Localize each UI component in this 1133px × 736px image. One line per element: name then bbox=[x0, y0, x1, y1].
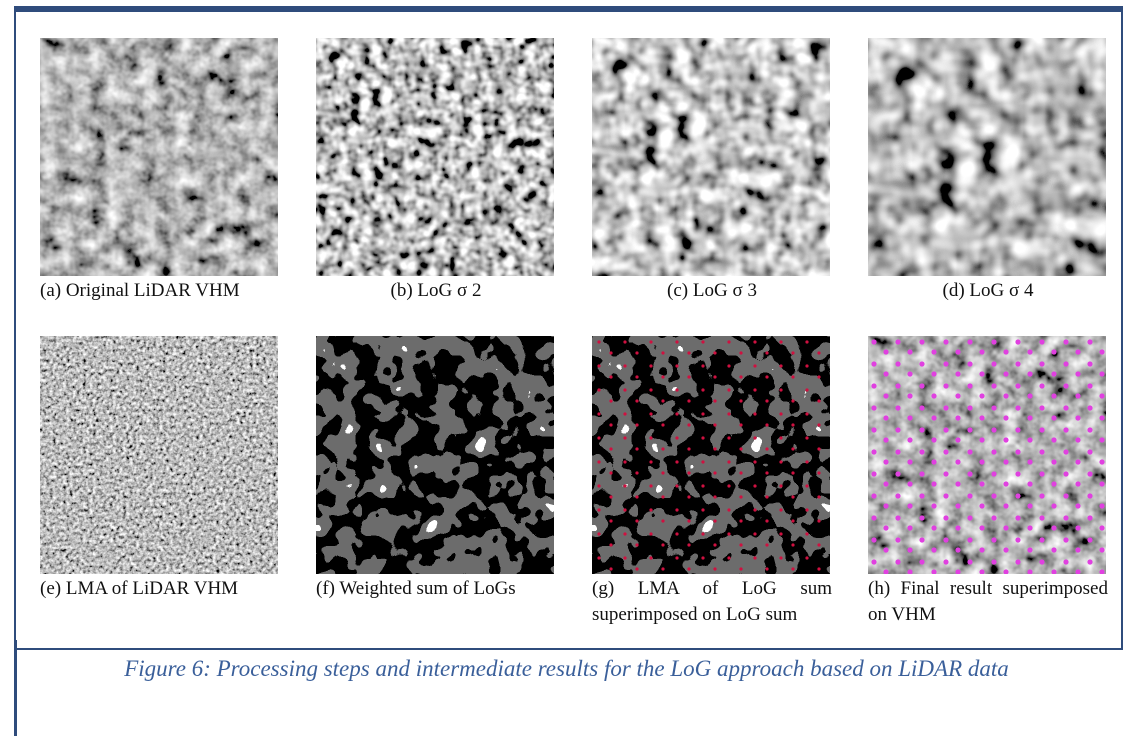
panel: (f) Weighted sum of LoGs bbox=[316, 336, 556, 602]
image-texture bbox=[868, 38, 1106, 276]
panel-caption: (g) LMA of LoG sum superimposed on LoG s… bbox=[592, 576, 832, 628]
panel: (c) LoG σ 3 bbox=[592, 38, 832, 304]
detection-dots bbox=[592, 336, 830, 574]
image-texture bbox=[592, 38, 830, 276]
panel-caption: (c) LoG σ 3 bbox=[592, 278, 832, 304]
panel-caption: (a) Original LiDAR VHM bbox=[40, 278, 280, 304]
panel: (a) Original LiDAR VHM bbox=[40, 38, 280, 304]
image-texture bbox=[316, 336, 554, 574]
panel: (h) Final result superimposed on VHM bbox=[868, 336, 1108, 628]
panel-caption: (f) Weighted sum of LoGs bbox=[316, 576, 556, 602]
panel-image bbox=[40, 38, 278, 276]
panel: (b) LoG σ 2 bbox=[316, 38, 556, 304]
panel-image bbox=[316, 336, 554, 574]
panel-image bbox=[592, 38, 830, 276]
panel-image bbox=[592, 336, 830, 574]
figure-caption: Figure 6: Processing steps and intermedi… bbox=[0, 656, 1133, 682]
panel-image bbox=[868, 38, 1106, 276]
panel-image bbox=[868, 336, 1106, 574]
page: (a) Original LiDAR VHM (b) LoG σ 2 (c) LoG… bbox=[0, 0, 1133, 736]
panel-caption: (e) LMA of LiDAR VHM bbox=[40, 576, 280, 602]
frame-edge bbox=[14, 640, 17, 736]
panel: (g) LMA of LoG sum superimposed on LoG s… bbox=[592, 336, 832, 628]
panel: (e) LMA of LiDAR VHM bbox=[40, 336, 280, 602]
panel-image bbox=[316, 38, 554, 276]
image-texture bbox=[316, 38, 554, 276]
image-texture bbox=[40, 38, 278, 276]
panel-image bbox=[40, 336, 278, 574]
image-texture bbox=[40, 336, 278, 574]
panel-caption: (b) LoG σ 2 bbox=[316, 278, 556, 304]
panel-caption: (d) LoG σ 4 bbox=[868, 278, 1108, 304]
panel-caption: (h) Final result superimposed on VHM bbox=[868, 576, 1108, 628]
panel: (d) LoG σ 4 bbox=[868, 38, 1108, 304]
detection-dots bbox=[868, 336, 1106, 574]
